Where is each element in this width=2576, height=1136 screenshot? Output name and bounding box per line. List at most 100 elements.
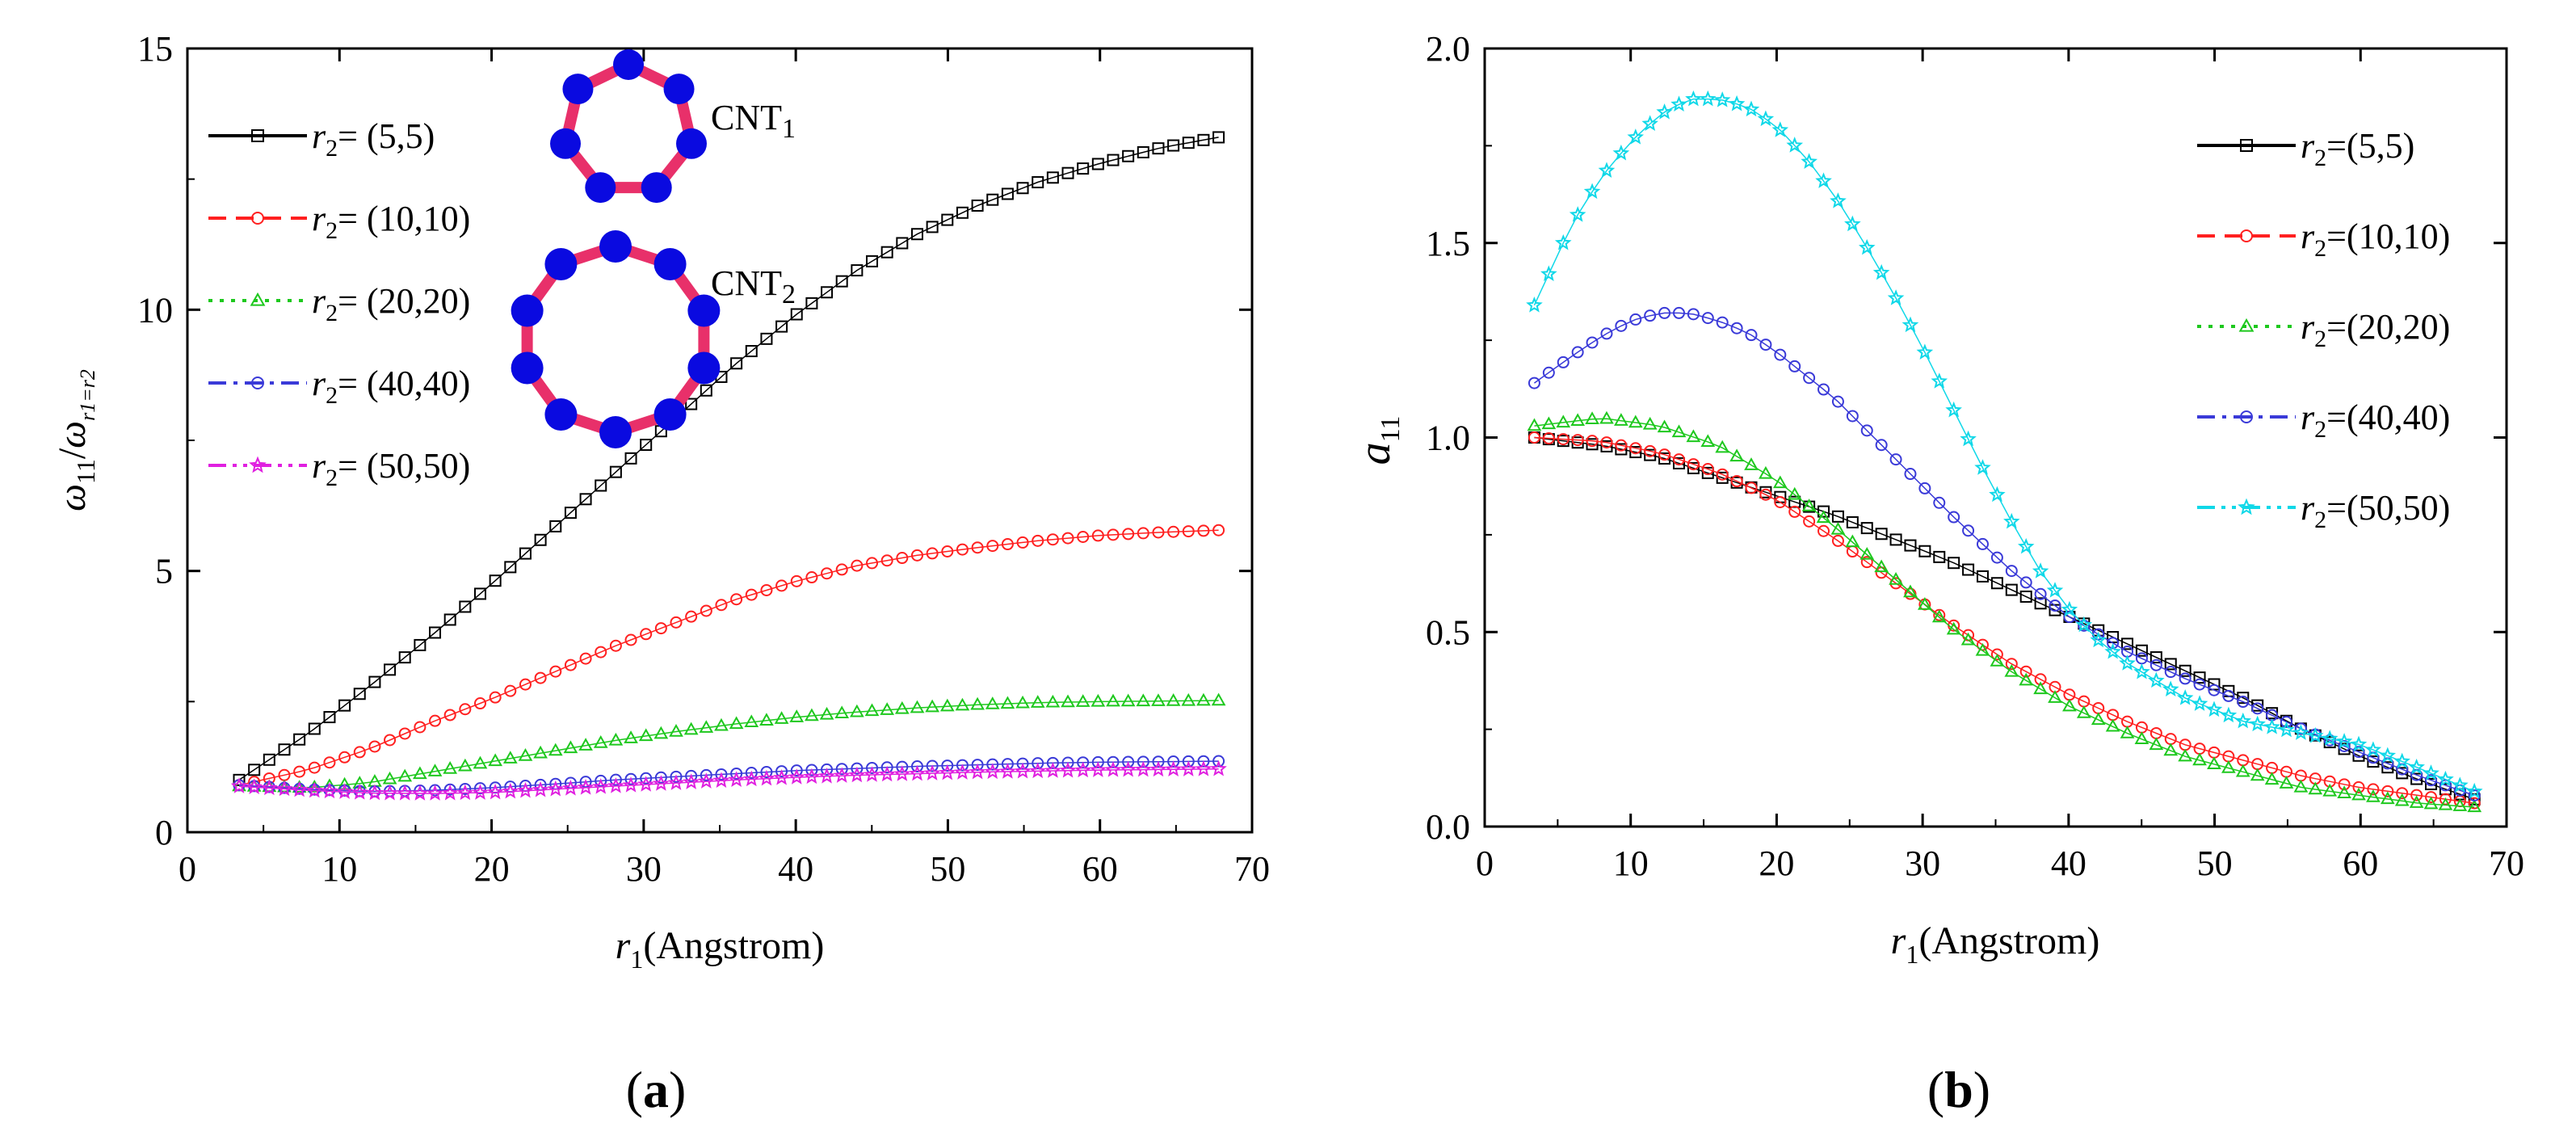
data-point bbox=[398, 727, 411, 740]
data-point bbox=[2104, 642, 2121, 659]
data-point bbox=[1989, 486, 2006, 503]
data-point bbox=[263, 753, 275, 766]
data-point bbox=[939, 698, 955, 712]
panel-caption-b: (b) bbox=[1927, 1061, 1990, 1118]
data-point bbox=[1831, 510, 1844, 523]
data-point bbox=[775, 579, 788, 592]
data-point bbox=[654, 622, 667, 635]
data-point bbox=[1788, 360, 1801, 372]
data-point bbox=[2191, 695, 2208, 711]
data-point bbox=[1990, 577, 2003, 590]
data-point bbox=[1918, 545, 1931, 557]
data-point bbox=[519, 547, 532, 560]
data-point bbox=[2364, 741, 2382, 757]
data-point bbox=[730, 593, 743, 606]
data-point bbox=[954, 764, 971, 780]
data-point bbox=[1600, 436, 1613, 449]
data-point bbox=[1874, 559, 1889, 573]
data-point bbox=[2163, 743, 2179, 756]
data-point bbox=[2107, 637, 2120, 650]
data-point bbox=[579, 652, 592, 665]
data-point bbox=[2019, 672, 2034, 686]
data-point bbox=[1745, 482, 1758, 494]
data-point bbox=[851, 762, 864, 775]
data-point bbox=[2062, 698, 2077, 712]
data-point bbox=[2380, 791, 2395, 805]
data-point bbox=[1872, 263, 1890, 280]
legend-label: r2= (10,10) bbox=[312, 199, 470, 244]
data-point bbox=[459, 782, 472, 795]
legend-item: r2=(5,5) bbox=[2197, 126, 2414, 171]
data-point bbox=[275, 780, 293, 797]
data-point bbox=[1001, 187, 1014, 200]
data-point bbox=[864, 703, 880, 717]
data-point bbox=[2119, 654, 2136, 671]
data-point bbox=[803, 768, 821, 785]
x-tick-label: 50 bbox=[930, 849, 965, 889]
data-point bbox=[1541, 416, 1557, 430]
cnt-atom bbox=[585, 172, 616, 204]
data-point bbox=[488, 753, 503, 767]
data-point bbox=[1032, 176, 1044, 189]
legend-label: r2=(50,50) bbox=[2301, 488, 2450, 533]
data-point bbox=[1182, 137, 1195, 149]
data-point bbox=[910, 700, 925, 713]
data-point bbox=[1701, 466, 1714, 479]
data-point bbox=[833, 767, 851, 783]
cnt-insets: CNT1 CNT2 bbox=[511, 49, 796, 448]
data-point bbox=[1091, 158, 1104, 170]
data-point bbox=[970, 696, 985, 710]
legend-item: r2= (20,20) bbox=[208, 281, 470, 326]
data-point bbox=[1744, 457, 1759, 470]
data-point bbox=[472, 784, 489, 800]
data-point bbox=[1745, 329, 1758, 342]
data-point bbox=[595, 774, 607, 787]
legend-marker bbox=[250, 292, 266, 306]
data-point bbox=[896, 237, 909, 250]
data-point bbox=[441, 784, 459, 801]
data-point bbox=[1212, 755, 1225, 768]
data-point bbox=[999, 763, 1016, 779]
cnt-atom bbox=[599, 230, 632, 263]
data-point bbox=[1615, 439, 1628, 452]
data-point bbox=[1728, 95, 1746, 111]
data-point bbox=[1846, 410, 1859, 423]
data-point bbox=[2468, 797, 2481, 810]
data-point bbox=[850, 704, 864, 717]
data-point bbox=[1075, 694, 1090, 707]
data-point bbox=[2465, 782, 2483, 799]
data-point bbox=[744, 714, 759, 728]
series-line bbox=[238, 137, 1219, 780]
x-label-sub-b: 1 bbox=[1906, 940, 1918, 969]
x-label-var-a: r bbox=[616, 924, 631, 967]
data-point bbox=[821, 567, 834, 580]
data-point bbox=[910, 228, 923, 241]
data-point bbox=[323, 756, 336, 769]
data-point bbox=[2438, 797, 2453, 810]
y-axis-label-a: ω11/ωr1=r2 bbox=[51, 369, 100, 511]
data-point bbox=[1713, 91, 1731, 107]
data-point bbox=[1197, 133, 1210, 146]
data-point bbox=[1771, 121, 1789, 137]
data-point bbox=[1045, 694, 1061, 708]
panel-caption-a: (a) bbox=[626, 1061, 687, 1118]
data-point bbox=[1858, 238, 1876, 255]
data-point bbox=[1061, 756, 1074, 769]
data-point bbox=[381, 784, 398, 801]
data-point bbox=[2294, 722, 2307, 735]
data-point bbox=[1687, 461, 1700, 474]
data-point bbox=[1889, 571, 1903, 585]
data-point bbox=[562, 780, 579, 796]
data-point bbox=[760, 332, 773, 345]
data-point bbox=[1686, 429, 1701, 443]
data-point bbox=[1844, 215, 1861, 232]
data-point bbox=[910, 760, 923, 773]
x-label-sub-a: 1 bbox=[630, 945, 643, 974]
data-point bbox=[1845, 534, 1860, 548]
data-point bbox=[1212, 131, 1225, 144]
data-point bbox=[986, 193, 999, 206]
data-point bbox=[2208, 684, 2221, 696]
data-point bbox=[2381, 761, 2394, 774]
data-point bbox=[1627, 128, 1645, 145]
